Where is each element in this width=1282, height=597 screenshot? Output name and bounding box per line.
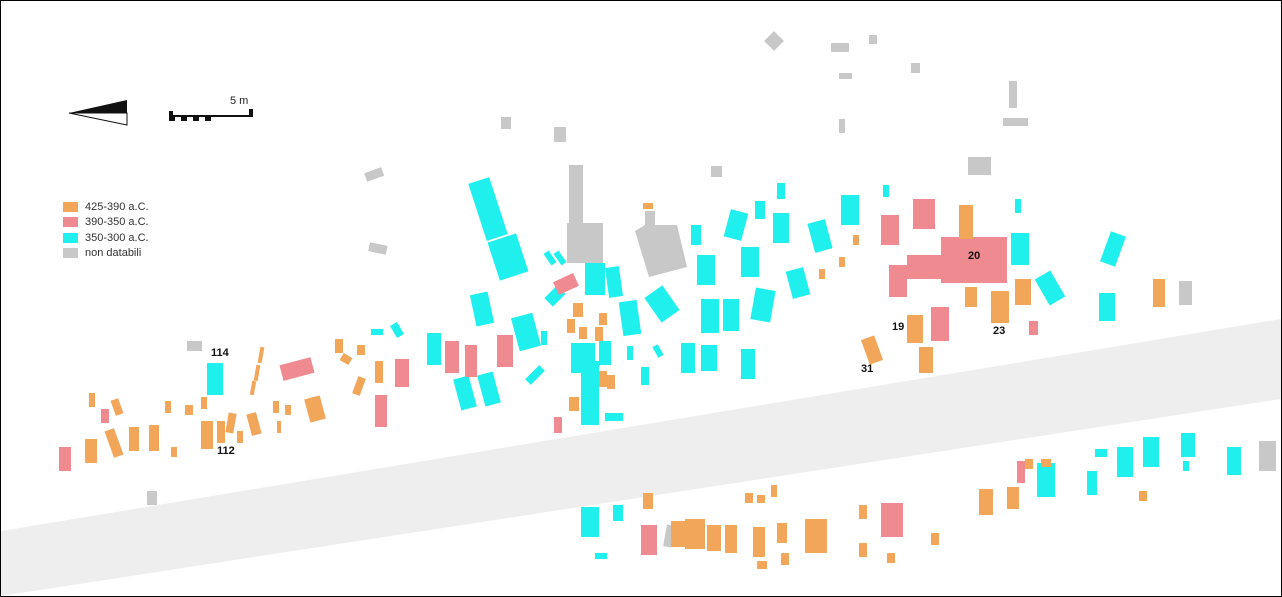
legend-item-phase3: 350-300 a.C. [63,230,149,246]
legend-label: 390-350 a.C. [85,216,149,229]
phase2-tombs [59,199,1038,555]
tomb-label-31: 31 [861,363,874,375]
legend-label: 425-390 a.C. [85,200,149,213]
legend-item-phase2: 390-350 a.C. [63,215,149,231]
legend-swatch-undated [63,248,78,259]
phase1-tombs [85,203,1165,569]
scale-bar-label: 5 m [230,95,249,107]
legend-swatch-phase3 [63,232,78,243]
tomb-label-20: 20 [968,250,981,262]
legend-swatch-phase2 [63,217,78,228]
tomb-label-19: 19 [892,321,905,333]
road-band [1,319,1281,596]
tomb-label-112: 112 [217,445,235,457]
legend: 425-390 a.C. 390-350 a.C. 350-300 a.C. n… [63,199,149,261]
tomb-label-114: 114 [211,347,229,359]
legend-item-phase1: 425-390 a.C. [63,199,149,215]
tomb-label-23: 23 [993,325,1006,337]
north-arrow-icon [68,100,128,126]
phase3-tombs [207,177,1241,559]
undated-tombs [147,31,1276,548]
legend-label: non databili [85,247,142,260]
legend-label: 350-300 a.C. [85,231,149,244]
legend-swatch-phase1 [63,201,78,212]
legend-item-undated: non databili [63,246,149,262]
scale-bar [169,109,253,121]
